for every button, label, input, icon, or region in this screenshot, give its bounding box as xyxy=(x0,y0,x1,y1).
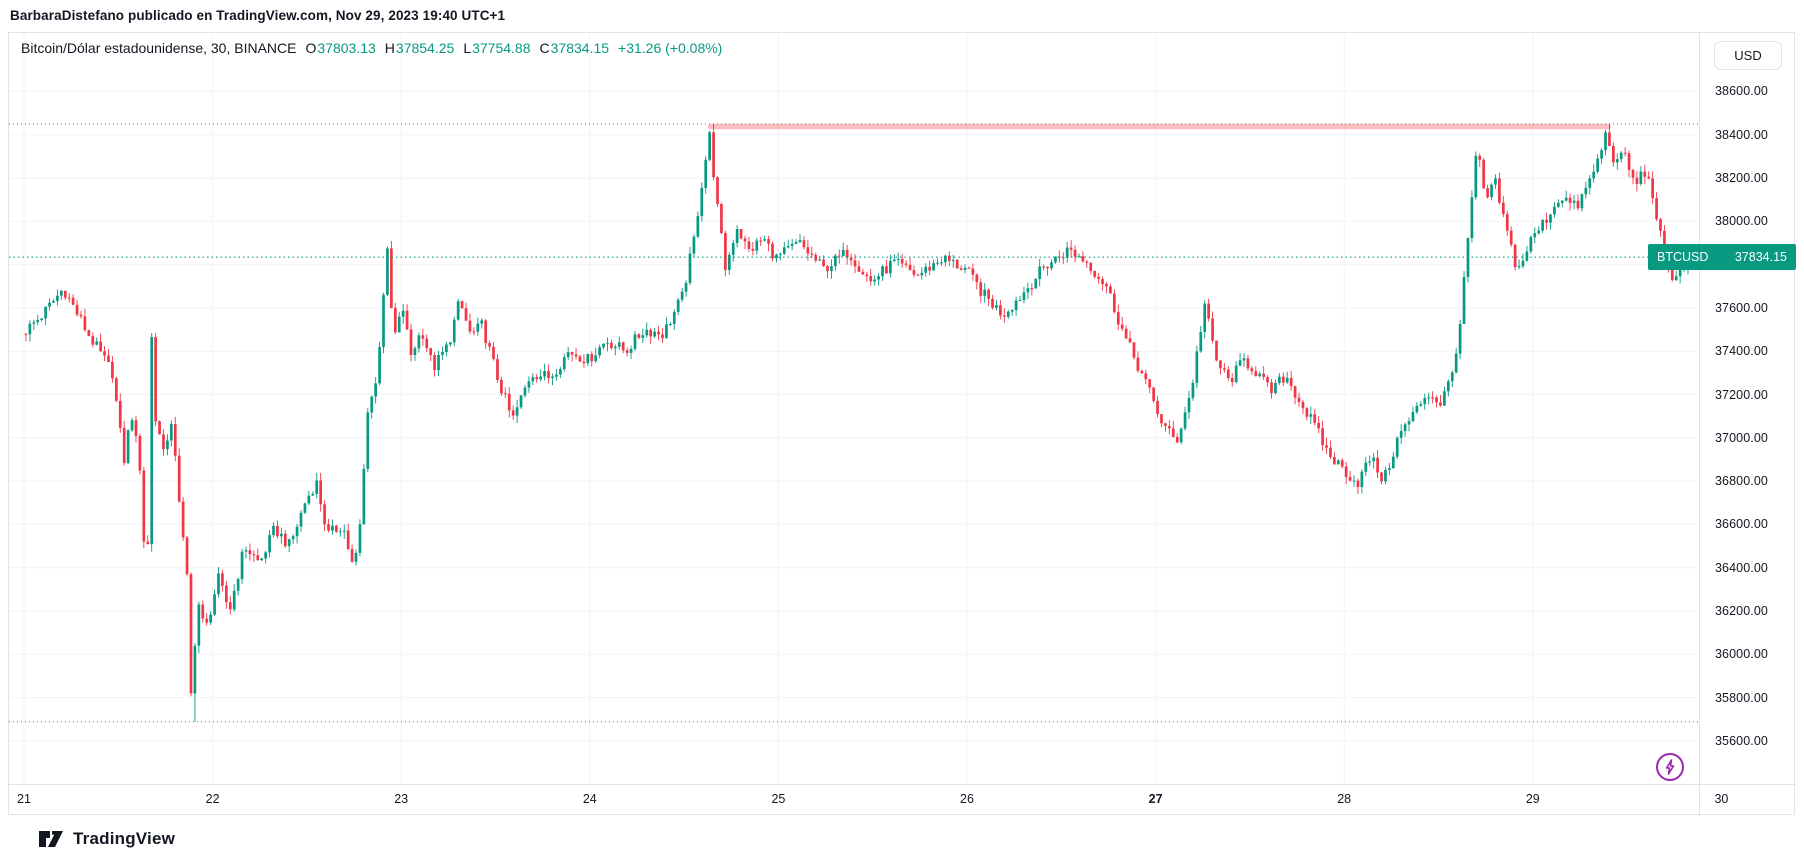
time-axis-label: 24 xyxy=(582,792,597,806)
close-label: C xyxy=(539,40,550,56)
price-axis-label: 36800.00 xyxy=(1715,474,1768,489)
time-axis[interactable]: 21 22 23 24 25 26 27 28 29 30 xyxy=(9,784,1796,815)
price-axis-label: 38200.00 xyxy=(1715,171,1768,185)
time-axis-label: 25 xyxy=(771,792,786,806)
price-axis-label: 37000.00 xyxy=(1715,430,1768,445)
last-price-tag-value: 37834.15 xyxy=(1734,250,1787,264)
time-axis-label: 28 xyxy=(1337,792,1352,806)
price-axis-label: 37400.00 xyxy=(1715,344,1768,359)
open-value: 37803.13 xyxy=(317,40,376,56)
price-axis[interactable]: USD 38600.0038400.0038200.0038000.003780… xyxy=(1699,33,1796,816)
price-axis-label: 38600.00 xyxy=(1715,84,1768,99)
tradingview-logo[interactable]: TradingView xyxy=(38,826,175,852)
time-axis-label: 26 xyxy=(960,792,974,806)
price-axis-label: 37200.00 xyxy=(1715,387,1768,402)
time-axis-label: 29 xyxy=(1525,792,1540,806)
price-axis-label: 38000.00 xyxy=(1715,214,1768,229)
price-axis-label: 36400.00 xyxy=(1715,560,1768,575)
open-label: O xyxy=(305,40,317,56)
time-axis-label: 22 xyxy=(205,792,220,806)
price-axis-label: 36600.00 xyxy=(1715,517,1768,532)
change-value: +31.26 (+0.08%) xyxy=(618,40,723,56)
candlestick-plot-area[interactable] xyxy=(9,33,1699,784)
close-value: 37834.15 xyxy=(550,40,610,56)
price-axis-label: 35800.00 xyxy=(1715,690,1768,705)
price-axis-label: 36000.00 xyxy=(1715,647,1768,662)
symbol-title: Bitcoin/Dólar estadounidense, 30, BINANC… xyxy=(21,40,297,56)
price-axis-label: 36200.00 xyxy=(1715,604,1768,618)
low-label: L xyxy=(463,40,472,56)
currency-toggle-button[interactable]: USD xyxy=(1714,41,1782,70)
low-value: 37754.88 xyxy=(472,40,531,56)
last-price-tag-symbol: BTCUSD xyxy=(1657,250,1709,264)
time-axis-label: 30 xyxy=(1714,792,1729,806)
time-axis-label: 23 xyxy=(394,792,409,806)
high-value: 37854.25 xyxy=(395,40,455,56)
time-axis-label: 27 xyxy=(1148,792,1163,806)
price-axis-label: 37600.00 xyxy=(1715,300,1768,315)
quick-action-button[interactable] xyxy=(1656,753,1684,781)
tradingview-logo-text: TradingView xyxy=(73,829,176,848)
attribution-text: BarbaraDistefano publicado en TradingVie… xyxy=(10,8,506,23)
chart-legend: Bitcoin/Dólar estadounidense, 30, BINANC… xyxy=(21,40,722,56)
lightning-icon xyxy=(1665,759,1675,775)
price-axis-label: 35600.00 xyxy=(1715,733,1768,748)
time-axis-label: 21 xyxy=(17,792,31,806)
last-price-tag: BTCUSD 37834.15 xyxy=(1648,244,1796,270)
tradingview-logo-icon xyxy=(39,831,63,847)
chart-widget: Bitcoin/Dólar estadounidense, 30, BINANC… xyxy=(8,32,1796,816)
ohlc-values: O 37803.13 H 37854.25 L 37754.88 C 37834.15 … xyxy=(305,40,722,56)
high-label: H xyxy=(384,40,395,56)
price-axis-label: 38400.00 xyxy=(1715,127,1768,142)
